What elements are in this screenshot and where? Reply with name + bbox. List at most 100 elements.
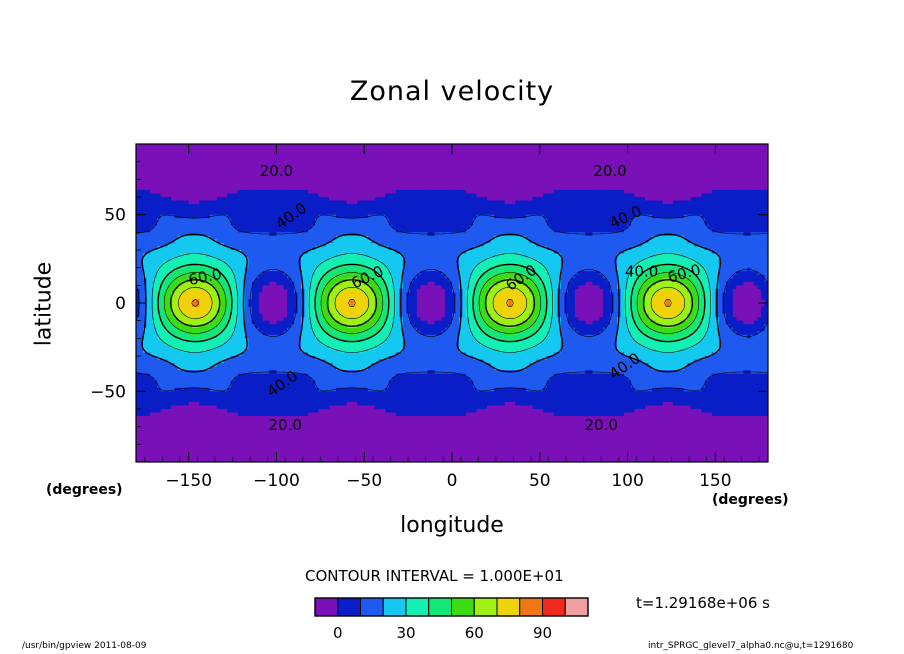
contour-cell — [456, 218, 460, 222]
contour-cell — [389, 148, 393, 152]
contour-cell — [477, 148, 481, 152]
contour-cell — [652, 165, 656, 169]
contour-cell — [733, 204, 737, 208]
contour-cell — [680, 190, 684, 194]
contour-cell — [192, 201, 196, 205]
contour-cell — [670, 236, 674, 240]
contour-cell — [319, 232, 323, 236]
contour-cell — [273, 179, 277, 183]
contour-cell — [343, 158, 347, 162]
contour-cell — [614, 236, 618, 240]
contour-cell — [438, 169, 442, 173]
contour-cell — [189, 183, 193, 187]
contour-cell — [505, 151, 509, 155]
contour-cell — [399, 151, 403, 155]
contour-cell — [434, 201, 438, 205]
contour-cell — [259, 190, 263, 194]
contour-cell — [645, 144, 649, 148]
contour-cell — [273, 236, 277, 240]
contour-cell — [276, 204, 280, 208]
contour-cell — [413, 151, 417, 155]
contour-cell — [463, 151, 467, 155]
contour-cell — [280, 155, 284, 159]
contour-cell — [578, 222, 582, 226]
contour-cell — [568, 158, 572, 162]
contour-cell — [722, 229, 726, 233]
contour-cell — [526, 186, 530, 190]
contour-cell — [494, 193, 498, 197]
contour-cell — [677, 211, 681, 215]
contour-cell — [596, 225, 600, 229]
contour-cell — [684, 179, 688, 183]
contour-cell — [357, 148, 361, 152]
contour-cell — [161, 236, 165, 240]
contour-cell — [196, 211, 200, 215]
contour-cell — [761, 186, 765, 190]
contour-cell — [298, 236, 302, 240]
contour-cell — [382, 208, 386, 212]
contour-cell — [736, 144, 740, 148]
contour-cell — [543, 190, 547, 194]
contour-cell — [157, 162, 161, 166]
contour-cell — [375, 186, 379, 190]
contour-cell — [673, 222, 677, 226]
contour-cell — [456, 211, 460, 215]
contour-cell — [157, 148, 161, 152]
contour-cell — [743, 197, 747, 201]
contour-cell — [529, 144, 533, 148]
contour-cell — [245, 148, 249, 152]
contour-cell — [722, 225, 726, 229]
contour-cell — [557, 193, 561, 197]
contour-cell — [557, 218, 561, 222]
contour-cell — [248, 208, 252, 212]
contour-cell — [596, 201, 600, 205]
contour-cell — [157, 201, 161, 205]
contour-cell — [705, 232, 709, 236]
contour-cell — [164, 148, 168, 152]
contour-cell — [663, 172, 667, 176]
contour-cell — [410, 215, 414, 219]
contour-cell — [708, 201, 712, 205]
contour-cell — [189, 144, 193, 148]
contour-cell — [164, 211, 168, 215]
contour-cell — [312, 183, 316, 187]
contour-cell — [410, 186, 414, 190]
contour-cell — [213, 204, 217, 208]
contour-cell — [747, 215, 751, 219]
contour-cell — [694, 222, 698, 226]
contour-cell — [761, 229, 765, 233]
contour-cell — [578, 232, 582, 236]
contour-cell — [227, 239, 231, 243]
contour-cell — [533, 176, 537, 180]
contour-cell — [192, 208, 196, 212]
contour-cell — [694, 190, 698, 194]
contour-cell — [364, 172, 368, 176]
contour-cell — [708, 144, 712, 148]
contour-cell — [224, 190, 228, 194]
contour-cell — [154, 208, 158, 212]
contour-cell — [213, 155, 217, 159]
contour-cell — [606, 155, 610, 159]
contour-cell — [333, 151, 337, 155]
contour-cell — [631, 193, 635, 197]
contour-cell — [712, 218, 716, 222]
contour-cell — [361, 172, 365, 176]
contour-cell — [294, 236, 298, 240]
contour-cell — [329, 190, 333, 194]
contour-cell — [315, 211, 319, 215]
contour-cell — [280, 144, 284, 148]
contour-cell — [740, 176, 744, 180]
contour-cell — [399, 176, 403, 180]
contour-cell — [599, 225, 603, 229]
contour-cell — [385, 155, 389, 159]
contour-cell — [571, 179, 575, 183]
contour-cell — [628, 176, 632, 180]
contour-cell — [280, 197, 284, 201]
contour-cell — [357, 190, 361, 194]
contour-cell — [354, 201, 358, 205]
contour-cell — [322, 155, 326, 159]
contour-cell — [491, 176, 495, 180]
contour-cell — [175, 151, 179, 155]
contour-cell — [389, 162, 393, 166]
contour-cell — [582, 208, 586, 212]
